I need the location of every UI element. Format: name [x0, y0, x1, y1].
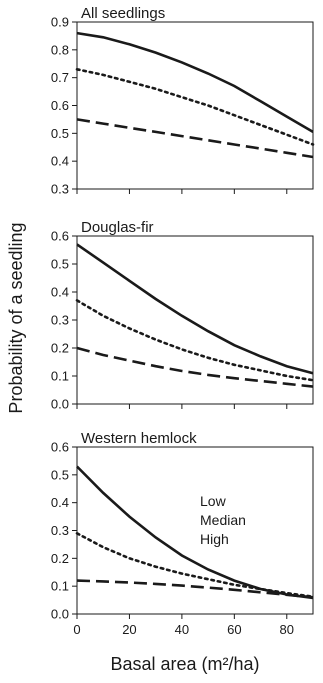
series-dashed [76, 118, 314, 159]
plot-frame [76, 21, 314, 190]
y-tick-label: 0.0 [51, 607, 69, 622]
y-tick-label: 0.6 [51, 440, 69, 455]
series-solid [76, 243, 314, 375]
y-tick-label: 0.3 [51, 313, 69, 328]
y-tick-label: 0.5 [51, 467, 69, 482]
x-axis-label: Basal area (m²/ha) [110, 654, 259, 674]
y-tick-label: 0.4 [51, 285, 69, 300]
plot-frame [76, 446, 314, 615]
panel-title: All seedlings [81, 5, 165, 22]
x-tick-label: 20 [122, 622, 136, 637]
y-tick-label: 0.4 [51, 495, 69, 510]
panel-0: 0.3 0.4 0.5 0.6 0.7 0.8 0.9 All seedlings [51, 5, 315, 197]
panels: 0.3 0.4 0.5 0.6 0.7 0.8 0.9 All seedlings 0.0 0.1… [51, 5, 315, 637]
x-tick-label: 0 [73, 622, 80, 637]
legend-entry: Low [200, 493, 227, 509]
x-tick-label: 60 [227, 622, 241, 637]
x-tick-label: 80 [280, 622, 294, 637]
legend: Low Median High [200, 493, 246, 547]
y-tick-label: 0.1 [51, 369, 69, 384]
y-tick-label: 0.3 [51, 523, 69, 538]
y-tick-label: 0.6 [51, 229, 69, 244]
series-dashed [76, 346, 314, 388]
y-tick-label: 0.3 [51, 182, 69, 197]
y-tick-label: 0.5 [51, 126, 69, 141]
series-dotted [75, 299, 315, 382]
y-tick-label: 0.2 [51, 551, 69, 566]
y-tick-label: 0.1 [51, 579, 69, 594]
panel-title: Douglas-fir [81, 219, 154, 236]
y-tick-label: 0.5 [51, 257, 69, 272]
y-tick-label: 0.9 [51, 15, 69, 30]
series-solid [76, 465, 314, 600]
series-solid [76, 31, 314, 134]
y-tick-label: 0.0 [51, 397, 69, 412]
legend-entry: Median [200, 512, 246, 528]
y-tick-label: 0.4 [51, 154, 69, 169]
y-tick-label: 0.6 [51, 98, 69, 113]
series-dotted [75, 68, 315, 146]
panel-title: Western hemlock [81, 430, 197, 447]
series-dotted [75, 531, 315, 599]
panel-2: 0.0 0.1 0.2 0.3 0.4 0.5 0.6 0 20 40 60 80 Western he… [51, 430, 315, 637]
y-tick-label: 0.8 [51, 42, 69, 57]
y-tick-label: 0.7 [51, 70, 69, 85]
legend-entry: High [200, 531, 229, 547]
y-tick-label: 0.2 [51, 341, 69, 356]
y-axis-label: Probability of a seedling [6, 222, 26, 413]
panel-1: 0.0 0.1 0.2 0.3 0.4 0.5 0.6 Douglas-fir [51, 219, 315, 412]
x-tick-label: 40 [175, 622, 189, 637]
series-dashed [76, 579, 314, 599]
